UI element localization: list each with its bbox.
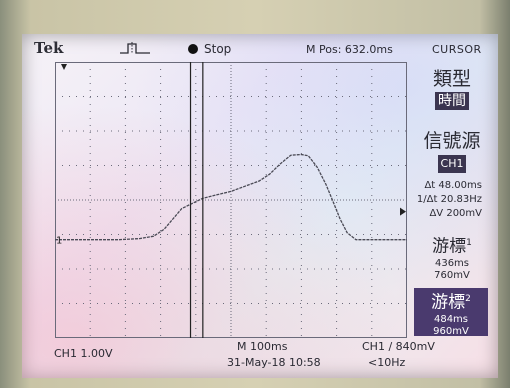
ch1-scale-readout: CH1 1.00V (54, 347, 113, 360)
stop-indicator-icon (188, 44, 198, 54)
type-button[interactable]: 時間 (416, 90, 488, 110)
source-label: 信號源 (423, 130, 481, 152)
cursor-2-index: 2 (465, 294, 471, 304)
delta-t-value: 48.00ms (438, 180, 482, 191)
cursor-1-button[interactable]: 游標1 436ms 760mV (416, 232, 488, 282)
brand-logo: Tek (34, 39, 64, 57)
cursor-2-time: 484ms (433, 313, 469, 325)
cursor-1-index: 1 (466, 238, 472, 248)
trigger-level-arrow-icon (400, 207, 406, 216)
trigger-frequency-readout: <10Hz (368, 356, 406, 369)
cursor-1-time: 436ms (434, 257, 470, 269)
oscilloscope-screen: Tek Stop M Pos: 632.0ms CURSOR 1 類型 時間 信… (22, 34, 498, 378)
menu-title: CURSOR (432, 43, 482, 56)
cursor-1-voltage: 760mV (434, 269, 470, 281)
source-value: CH1 (437, 155, 467, 173)
run-status: Stop (204, 42, 232, 56)
date-time-readout: 31-May-18 10:58 (227, 356, 321, 369)
graticule: 1 (55, 62, 407, 338)
trigger-level-readout: CH1 ∕ 840mV (362, 340, 435, 353)
delta-t-row: Δt 48.00ms (410, 180, 482, 192)
cursor-1-label: 游標 (432, 236, 467, 257)
inverse-delta-t-icon: 1/Δt (416, 194, 441, 205)
source-button[interactable]: CH1 (416, 152, 488, 173)
inverse-delta-t-value: 20.83Hz (440, 194, 482, 205)
cursor-2-label: 游標 (431, 292, 466, 313)
delta-v-icon: ΔV (429, 208, 447, 219)
delta-t-icon: Δt (424, 180, 439, 191)
ch1-waveform-trace (55, 153, 407, 241)
delta-v-value: 200mV (446, 208, 482, 219)
ch1-ground-marker: 1 (56, 236, 62, 247)
cursor-2-voltage: 960mV (433, 325, 469, 337)
trigger-edge-icon (120, 40, 150, 59)
type-label: 類型 (432, 68, 471, 90)
graticule-grid (55, 62, 407, 338)
trigger-position-arrow-icon (61, 64, 67, 70)
cursor-2-button[interactable]: 游標2 484ms 960mV (414, 288, 488, 337)
timebase-readout: M 100ms (237, 340, 288, 353)
inverse-delta-t-row: 1/Δt 20.83Hz (410, 194, 482, 206)
main-position-readout: M Pos: 632.0ms (306, 43, 393, 56)
type-value: 時間 (435, 92, 469, 110)
delta-v-row: ΔV 200mV (410, 208, 482, 220)
